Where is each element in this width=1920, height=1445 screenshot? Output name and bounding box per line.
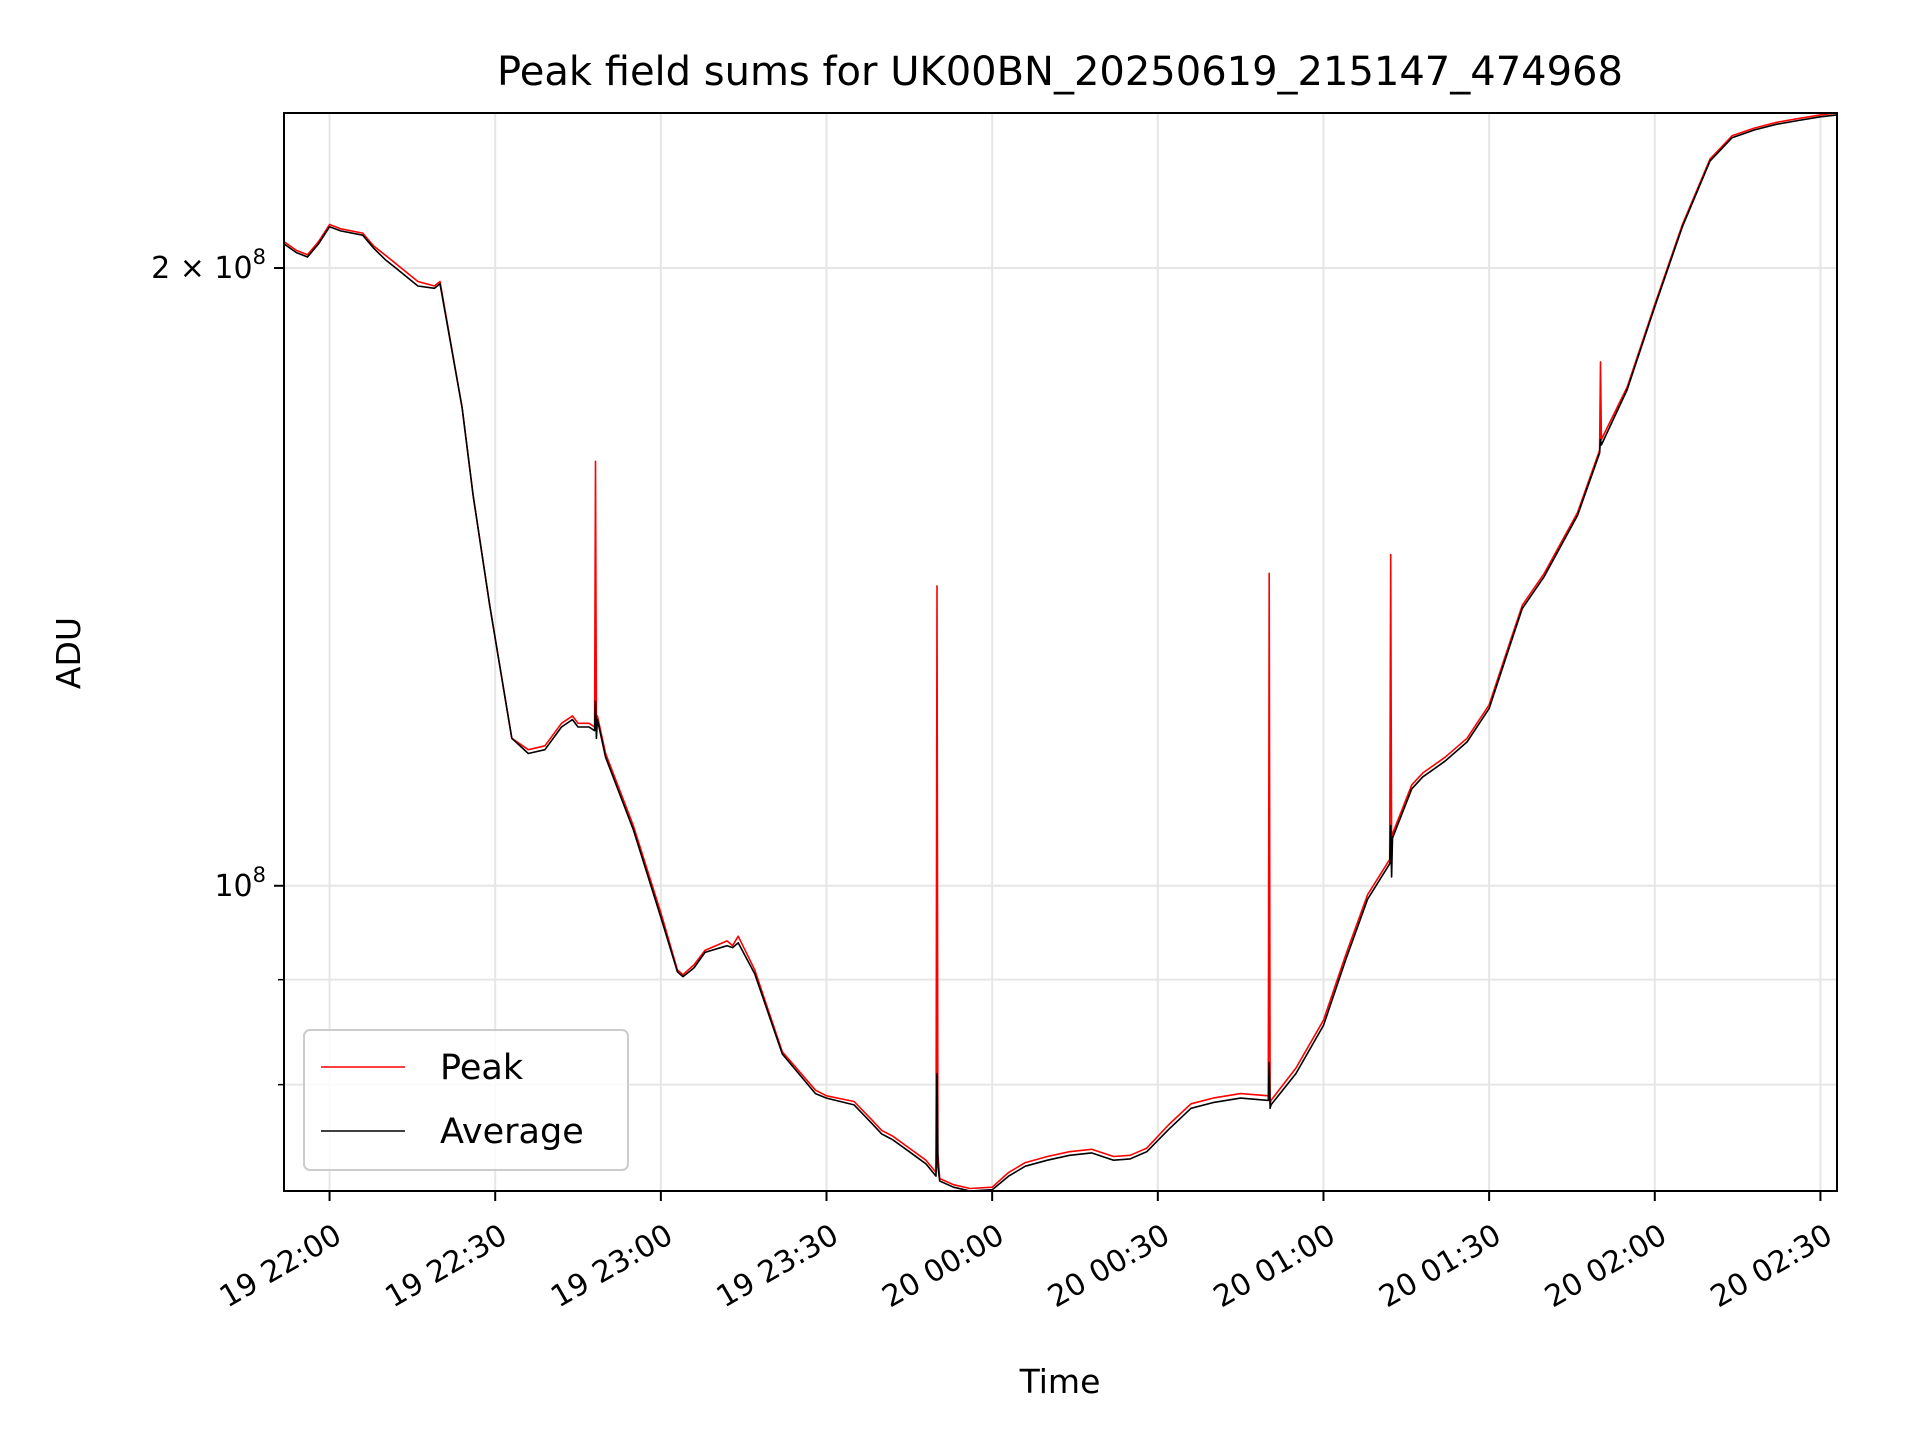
y-tick-label-exponent: 8: [253, 245, 266, 269]
legend-box: [303, 1029, 629, 1171]
legend-label-average: Average: [440, 1112, 584, 1152]
series-lines: [284, 113, 1837, 1191]
y-tick-label-base: 10: [214, 869, 252, 904]
series-line-average: [284, 114, 1837, 1191]
legend-label-peak: Peak: [440, 1048, 524, 1088]
y-axis-label: ADU: [49, 617, 88, 689]
x-axis-label: Time: [1019, 1362, 1101, 1401]
y-tick-label-base: 2 × 10: [151, 251, 252, 286]
plot-frame: [283, 112, 1838, 1192]
series-line-peak: [284, 113, 1837, 1190]
axis-ticks: [274, 267, 1822, 1201]
legend: Peak Average: [303, 1029, 629, 1171]
y-tick-label: 108: [214, 863, 266, 904]
y-tick-label: 2 × 108: [151, 245, 266, 286]
chart-title: Peak field sums for UK00BN_20250619_2151…: [497, 49, 1623, 95]
grid-lines: [284, 113, 1837, 1191]
y-tick-label-exponent: 8: [253, 863, 266, 887]
